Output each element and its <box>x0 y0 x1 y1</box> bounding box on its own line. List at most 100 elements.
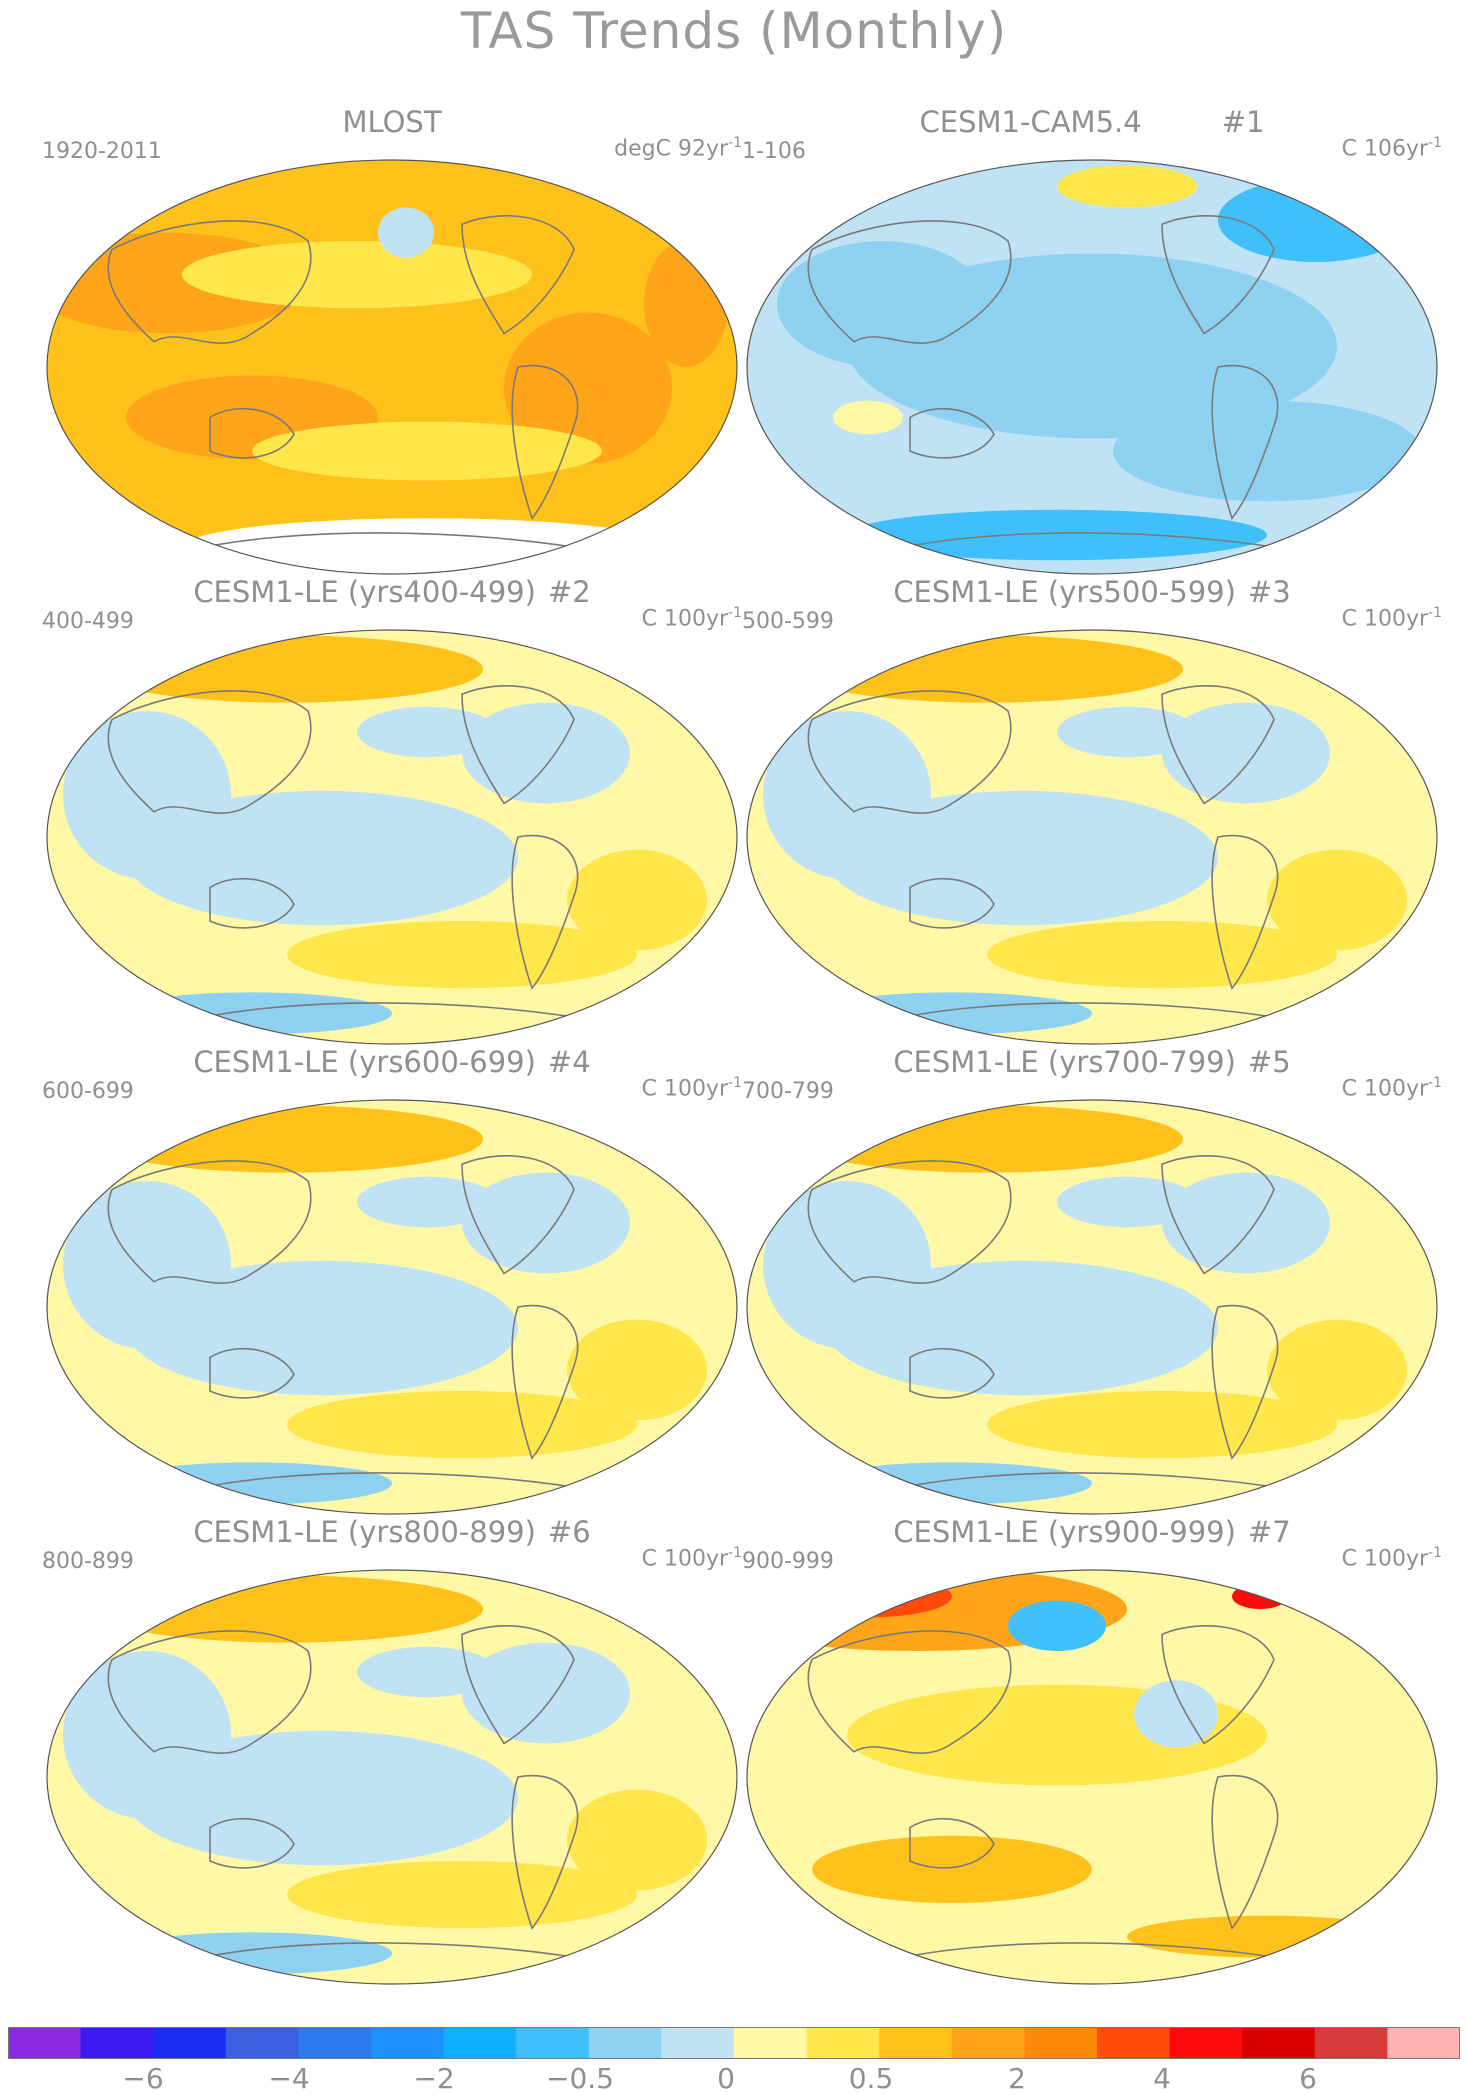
panel-period-label: 600-699 <box>42 1079 134 1104</box>
coastline <box>1211 834 1279 990</box>
trend-region <box>357 1176 497 1228</box>
trend-map <box>746 1569 1438 1985</box>
trend-region <box>357 1646 497 1698</box>
trend-map <box>46 159 738 575</box>
coastline <box>1161 685 1275 805</box>
coastline <box>881 1942 1303 1963</box>
panel-unit-label: C 100yr-1 <box>641 1545 742 1572</box>
trend-region <box>357 706 497 758</box>
colorbar-segment <box>516 2027 590 2059</box>
colorbar-tick-label: −4 <box>268 2062 310 2095</box>
trend-region <box>1218 178 1414 262</box>
coastline <box>881 532 1303 553</box>
panel-title: CESM1-LE (yrs700-799) #5 <box>742 1045 1442 1079</box>
coastline <box>461 1155 575 1275</box>
map-frame <box>746 159 1438 575</box>
trend-map <box>746 629 1438 1045</box>
trend-region <box>112 1932 392 1975</box>
colorbar-segment <box>588 2027 662 2059</box>
coastline <box>909 877 995 929</box>
panel-unit-label: C 100yr-1 <box>1341 1075 1442 1102</box>
trend-region <box>287 1861 637 1929</box>
colorbar-segment <box>879 2027 953 2059</box>
panel-run-tag: #7 <box>1247 1515 1291 1549</box>
colorbar-segment <box>1242 2027 1316 2059</box>
trend-region <box>1134 1680 1218 1748</box>
trend-map <box>746 159 1438 575</box>
coastline <box>1161 1155 1275 1275</box>
panel-unit-label: C 100yr-1 <box>1341 1545 1442 1572</box>
trend-region <box>1057 706 1197 758</box>
trend-region <box>504 312 672 464</box>
trend-region <box>567 1319 707 1421</box>
panel-period-label: 900-999 <box>742 1549 834 1574</box>
colorbar-segment <box>225 2027 299 2059</box>
colorbar-segment <box>371 2027 445 2059</box>
coastline <box>511 834 579 990</box>
trend-region <box>791 1105 1183 1173</box>
map-frame <box>46 1569 738 1985</box>
trend-region <box>462 1642 630 1744</box>
colorbar-tick-label: 6 <box>1299 2062 1317 2095</box>
panel-run-tag: #4 <box>547 1045 591 1079</box>
coastline <box>107 1160 312 1284</box>
panel-period-label: 700-799 <box>742 1079 834 1104</box>
trend-region <box>812 1462 1092 1505</box>
trend-region <box>462 1172 630 1274</box>
colorbar-tick-label: 0 <box>717 2062 735 2095</box>
trend-region <box>833 400 903 435</box>
coastline <box>181 1942 603 1963</box>
colorbar-segment <box>8 2027 82 2059</box>
trend-region <box>847 509 1267 561</box>
trend-region <box>91 1105 483 1173</box>
trend-region <box>763 711 931 879</box>
panel-run-tag: #1 <box>1221 105 1265 139</box>
trend-region <box>763 1181 931 1349</box>
map-panel: CESM1-LE (yrs800-899) #6 800-899 C 100yr-1 <box>42 1515 742 1985</box>
trend-region <box>791 635 1183 703</box>
colorbar-segment <box>1024 2027 1098 2059</box>
colorbar-tick-label: 2 <box>1008 2062 1026 2095</box>
trend-region <box>812 1835 1092 1903</box>
colorbar-segment <box>734 2027 808 2059</box>
panel-title: MLOST <box>42 105 742 139</box>
coastline <box>209 407 295 459</box>
coastline <box>1161 215 1275 335</box>
trend-map <box>46 629 738 1045</box>
colorbar <box>8 2027 1460 2059</box>
trend-map <box>46 1569 738 1985</box>
panel-period-label: 800-899 <box>42 1549 134 1574</box>
trend-region <box>1162 1172 1330 1274</box>
trend-region <box>1127 1915 1407 1958</box>
colorbar-tick-label: −0.5 <box>546 2062 614 2095</box>
panel-unit-label: C 106yr-1 <box>1341 135 1442 162</box>
trend-region <box>112 992 392 1035</box>
panel-model-name: MLOST <box>342 105 442 139</box>
coastline <box>181 1472 603 1493</box>
coastline <box>209 1817 295 1869</box>
trend-region <box>1162 702 1330 804</box>
panel-model-name: CESM1-LE (yrs400-499) <box>193 575 536 609</box>
coastline <box>807 220 1012 344</box>
panel-model-name: CESM1-LE (yrs500-599) <box>893 575 1236 609</box>
map-panel: CESM1-CAM5.4 #1 1-106 C 106yr-1 <box>742 105 1442 575</box>
trend-region <box>777 241 987 367</box>
coastline <box>1161 1625 1275 1745</box>
map-panel: CESM1-LE (yrs400-499) #2 400-499 C 100yr-1 <box>42 575 742 1045</box>
panel-unit-label: C 100yr-1 <box>641 605 742 632</box>
trend-region <box>567 1789 707 1891</box>
map-frame <box>746 629 1438 1045</box>
trend-region <box>1057 165 1197 208</box>
trend-region <box>812 992 1092 1035</box>
trend-region <box>287 921 637 989</box>
colorbar-tick-label: 4 <box>1153 2062 1171 2095</box>
panel-period-label: 1920-2011 <box>42 139 162 164</box>
panel-unit-label: degC 92yr-1 <box>614 135 742 162</box>
coastline <box>511 1774 579 1930</box>
panel-period-label: 1-106 <box>742 139 806 164</box>
coastline <box>1211 1774 1279 1930</box>
trend-region <box>378 207 434 258</box>
trend-region <box>252 421 602 481</box>
panel-unit-label: C 100yr-1 <box>641 1075 742 1102</box>
coastline <box>807 1630 1012 1754</box>
